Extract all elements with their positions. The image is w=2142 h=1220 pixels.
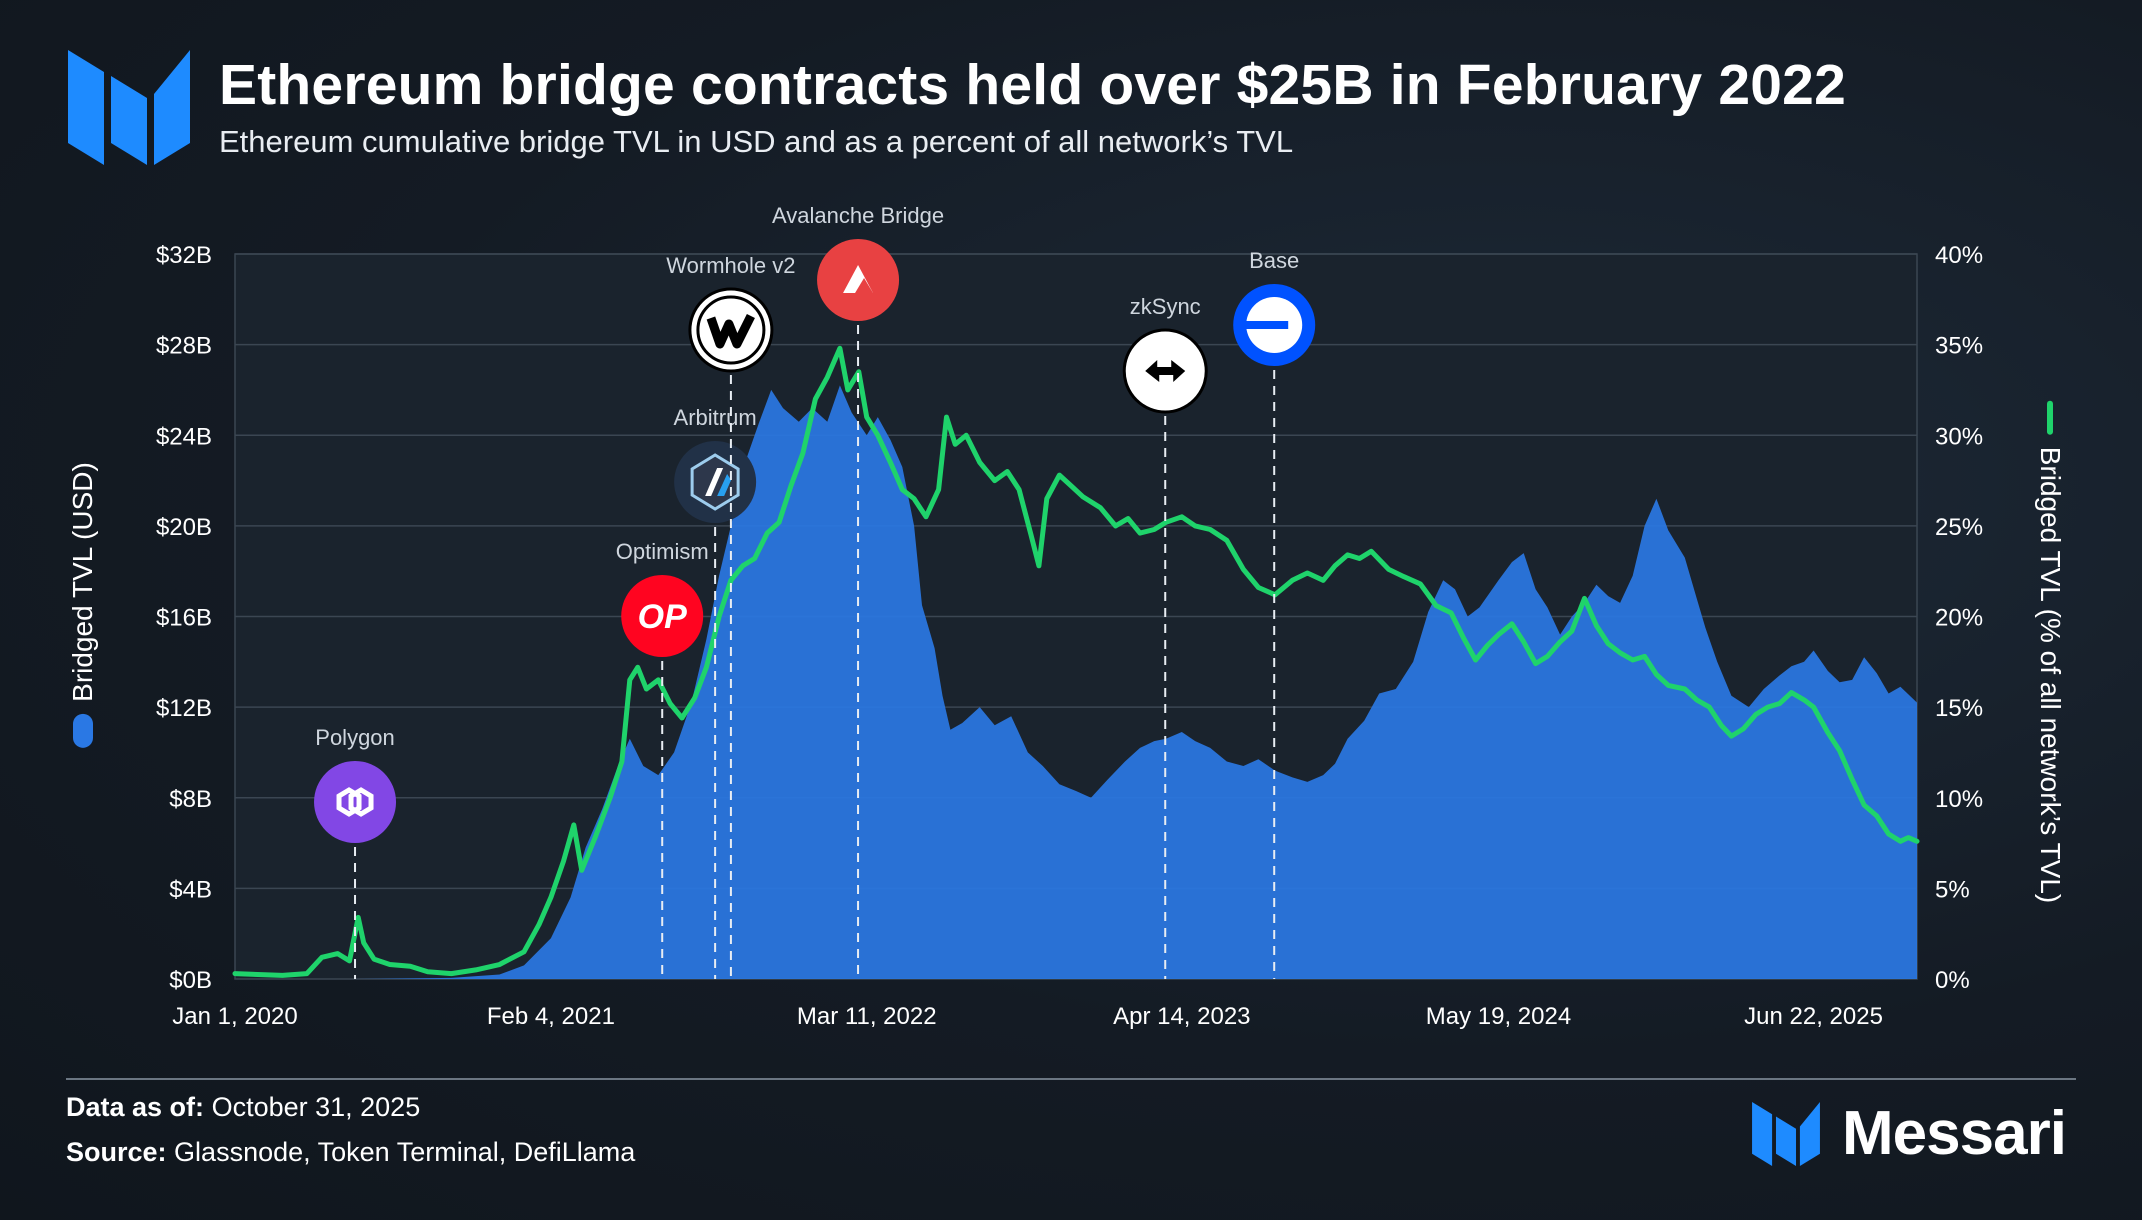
x-tick-label: Apr 14, 2023 xyxy=(1113,1003,1250,1030)
y-axis-right-title: Bridged TVL (% of all network’s TVL) xyxy=(2034,400,2066,904)
annotation-label: zkSync xyxy=(1130,294,1201,319)
data-as-of: Data as of: October 31, 2025 xyxy=(66,1092,420,1123)
y-left-tick-label: $32B xyxy=(156,242,212,269)
y-left-tick-label: $8B xyxy=(169,786,212,813)
annotation-label: Avalanche Bridge xyxy=(772,203,944,228)
avalanche-icon xyxy=(817,239,900,321)
y-left-tick-label: $16B xyxy=(156,605,212,632)
messari-brand-icon xyxy=(1752,1101,1820,1166)
annotation-label: Optimism xyxy=(616,539,709,564)
y-right-tick-label: 30% xyxy=(1935,423,1983,450)
brand-name: Messari xyxy=(1842,1099,2067,1168)
optimism-icon: OP xyxy=(621,575,704,657)
legend-swatch-line xyxy=(2047,400,2053,435)
y-right-tick-label: 35% xyxy=(1935,333,1983,360)
x-tick-label: Feb 4, 2021 xyxy=(487,1003,615,1030)
arbitrum-icon xyxy=(674,441,757,523)
legend-swatch-area xyxy=(73,713,93,748)
source-label: Source: xyxy=(66,1137,167,1167)
y-left-tick-label: $12B xyxy=(156,695,212,722)
y-axis-left-label: Bridged TVL (USD) xyxy=(67,462,98,702)
optimism-glyph: OP xyxy=(638,598,687,636)
messari-logo xyxy=(68,50,190,165)
y-right-tick-label: 15% xyxy=(1935,695,1983,722)
series-area-bridged-tvl-usd xyxy=(235,385,1917,979)
y-left-tick-label: $4B xyxy=(169,876,212,903)
series-line-bridged-tvl-pct xyxy=(232,345,1920,978)
y-axis-right-label: Bridged TVL (% of all network’s TVL) xyxy=(2035,446,2066,904)
source-line: Source: Glassnode, Token Terminal, DefiL… xyxy=(66,1137,635,1168)
brand-lockup: Messari xyxy=(1752,1098,2067,1169)
page-subtitle: Ethereum cumulative bridge TVL in USD an… xyxy=(219,124,1294,159)
annotation-label: Wormhole v2 xyxy=(666,253,795,278)
zksync-icon xyxy=(1122,328,1208,414)
base-icon xyxy=(1233,284,1316,366)
wormhole-icon xyxy=(688,287,774,373)
y-right-tick-label: 0% xyxy=(1935,967,1970,994)
y-left-tick-label: $0B xyxy=(169,967,212,994)
x-tick-label: May 19, 2024 xyxy=(1426,1003,1571,1030)
x-tick-label: Mar 11, 2022 xyxy=(797,1003,937,1030)
y-right-tick-label: 20% xyxy=(1935,605,1983,632)
y-axis-left-title: Bridged TVL (USD) xyxy=(67,462,99,748)
y-right-tick-label: 40% xyxy=(1935,242,1983,269)
data-as-of-label: Data as of: xyxy=(66,1092,205,1122)
footer-divider xyxy=(66,1078,1074,1080)
y-right-tick-label: 5% xyxy=(1935,876,1970,903)
annotation-label: Arbitrum xyxy=(674,405,757,430)
x-tick-label: Jan 1, 2020 xyxy=(172,1003,297,1030)
y-left-tick-label: $28B xyxy=(156,333,212,360)
x-tick-label: Jun 22, 2025 xyxy=(1744,1003,1883,1030)
polygon-icon xyxy=(314,761,397,843)
data-as-of-value: October 31, 2025 xyxy=(211,1092,421,1122)
y-left-tick-label: $24B xyxy=(156,423,212,450)
y-left-tick-label: $20B xyxy=(156,514,212,541)
annotation-label: Polygon xyxy=(315,725,395,750)
page-title: Ethereum bridge contracts held over $25B… xyxy=(219,53,1846,117)
annotation-label: Base xyxy=(1249,248,1299,273)
y-right-tick-label: 10% xyxy=(1935,786,1983,813)
y-right-tick-label: 25% xyxy=(1935,514,1983,541)
source-value: Glassnode, Token Terminal, DefiLlama xyxy=(174,1137,636,1167)
footer-divider-right xyxy=(1074,1078,2076,1080)
